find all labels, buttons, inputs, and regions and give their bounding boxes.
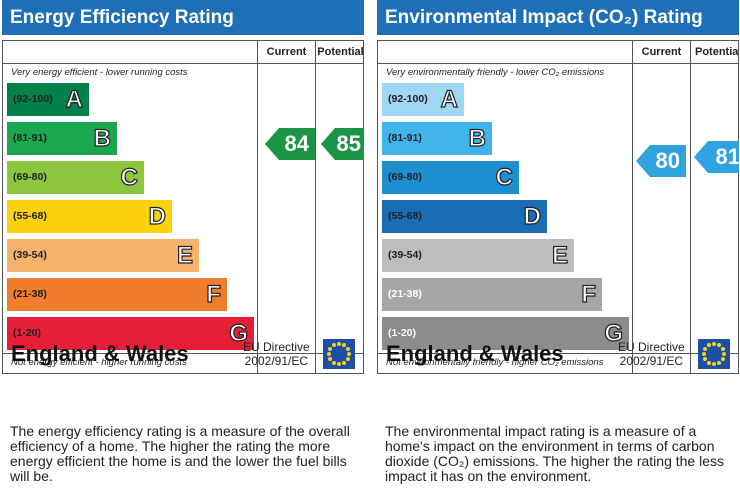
band-letter: D: [148, 202, 167, 230]
band-letter: E: [551, 241, 568, 269]
region-name: England & Wales: [11, 341, 189, 366]
env-description: The environmental impact rating is a mea…: [385, 423, 725, 484]
band-letter: E: [176, 241, 193, 269]
rating-band-e: (39-54) E: [7, 239, 199, 272]
rating-band-g: (1-20) G: [382, 317, 629, 350]
band-range-label: (55-68): [13, 210, 47, 222]
energy-panel-title: Energy Efficiency Rating: [2, 0, 364, 35]
band-range-label: (69-80): [13, 171, 47, 183]
rating-band-a: (92-100) A: [7, 83, 89, 116]
env-panel-title: Environmental Impact (CO₂) Rating: [377, 0, 739, 35]
rating-band-f: (21-38) F: [382, 278, 602, 311]
band-range-label: (81-91): [13, 132, 47, 144]
band-letter: F: [206, 280, 222, 308]
band-range-label: (55-68): [388, 210, 422, 222]
band-range-label: (69-80): [388, 171, 422, 183]
band-range-label: (1-20): [13, 327, 42, 339]
bottom-caption: Not energy efficient - higher running co…: [11, 357, 187, 368]
rating-band-e: (39-54) E: [382, 239, 574, 272]
band-letter: A: [65, 85, 84, 113]
band-letter: B: [468, 124, 487, 152]
energy-rating-grid: Current Potential Very energy efficient …: [2, 40, 364, 374]
band-letter: B: [93, 124, 112, 152]
current-column-header: Current: [641, 46, 682, 58]
potential-rating-arrow: 85: [321, 128, 364, 160]
current-rating-arrow: 80: [636, 145, 686, 177]
band-range-label: (92-100): [388, 93, 428, 105]
potential-column-header: Potential: [317, 46, 364, 58]
band-letter: A: [440, 85, 459, 113]
band-letter: C: [120, 163, 139, 191]
top-caption: Very energy efficient - lower running co…: [11, 67, 188, 78]
energy-efficiency-panel: Energy Efficiency Rating Current Potenti…: [2, 0, 364, 488]
eu-directive-label: EU Directive 2002/91/EC: [618, 340, 685, 368]
band-range-label: (21-38): [13, 288, 47, 300]
energy-description: The energy efficiency rating is a measur…: [10, 423, 350, 484]
band-letter: G: [604, 319, 624, 347]
rating-band-a: (92-100) A: [382, 83, 464, 116]
eu-flag-icon: [698, 339, 730, 369]
rating-band-f: (21-38) F: [7, 278, 227, 311]
current-column-header: Current: [266, 46, 307, 58]
environmental-impact-panel: Environmental Impact (CO₂) Rating Curren…: [377, 0, 739, 488]
rating-band-b: (81-91) B: [7, 122, 117, 155]
rating-band-d: (55-68) D: [7, 200, 172, 233]
rating-band-c: (69-80) C: [7, 161, 144, 194]
current-rating-arrow: 84: [265, 128, 315, 160]
rating-band-d: (55-68) D: [382, 200, 547, 233]
band-range-label: (81-91): [388, 132, 422, 144]
env-footer: England & Wales EU Directive 2002/91/EC: [377, 335, 739, 374]
band-letter: G: [229, 319, 249, 347]
bottom-caption: Not environmentally friendly - higher CO…: [386, 357, 604, 368]
potential-column-header: Potential: [695, 46, 739, 58]
eu-flag-icon: [323, 339, 355, 369]
rating-band-c: (69-80) C: [382, 161, 519, 194]
band-letter: C: [495, 163, 514, 191]
potential-rating-arrow: 81: [694, 141, 739, 173]
region-name: England & Wales: [386, 341, 564, 366]
energy-footer: England & Wales EU Directive 2002/91/EC: [2, 335, 364, 374]
band-range-label: (39-54): [388, 249, 422, 261]
band-range-label: (39-54): [13, 249, 47, 261]
top-caption: Very environmentally friendly - lower CO…: [386, 67, 605, 78]
band-letter: F: [581, 280, 597, 308]
rating-band-g: (1-20) G: [7, 317, 254, 350]
band-letter: D: [523, 202, 542, 230]
env-rating-grid: Current Potential Very environmentally f…: [377, 40, 739, 374]
band-range-label: (1-20): [388, 327, 417, 339]
rating-band-b: (81-91) B: [382, 122, 492, 155]
band-range-label: (21-38): [388, 288, 422, 300]
band-range-label: (92-100): [13, 93, 53, 105]
eu-directive-label: EU Directive 2002/91/EC: [243, 340, 310, 368]
